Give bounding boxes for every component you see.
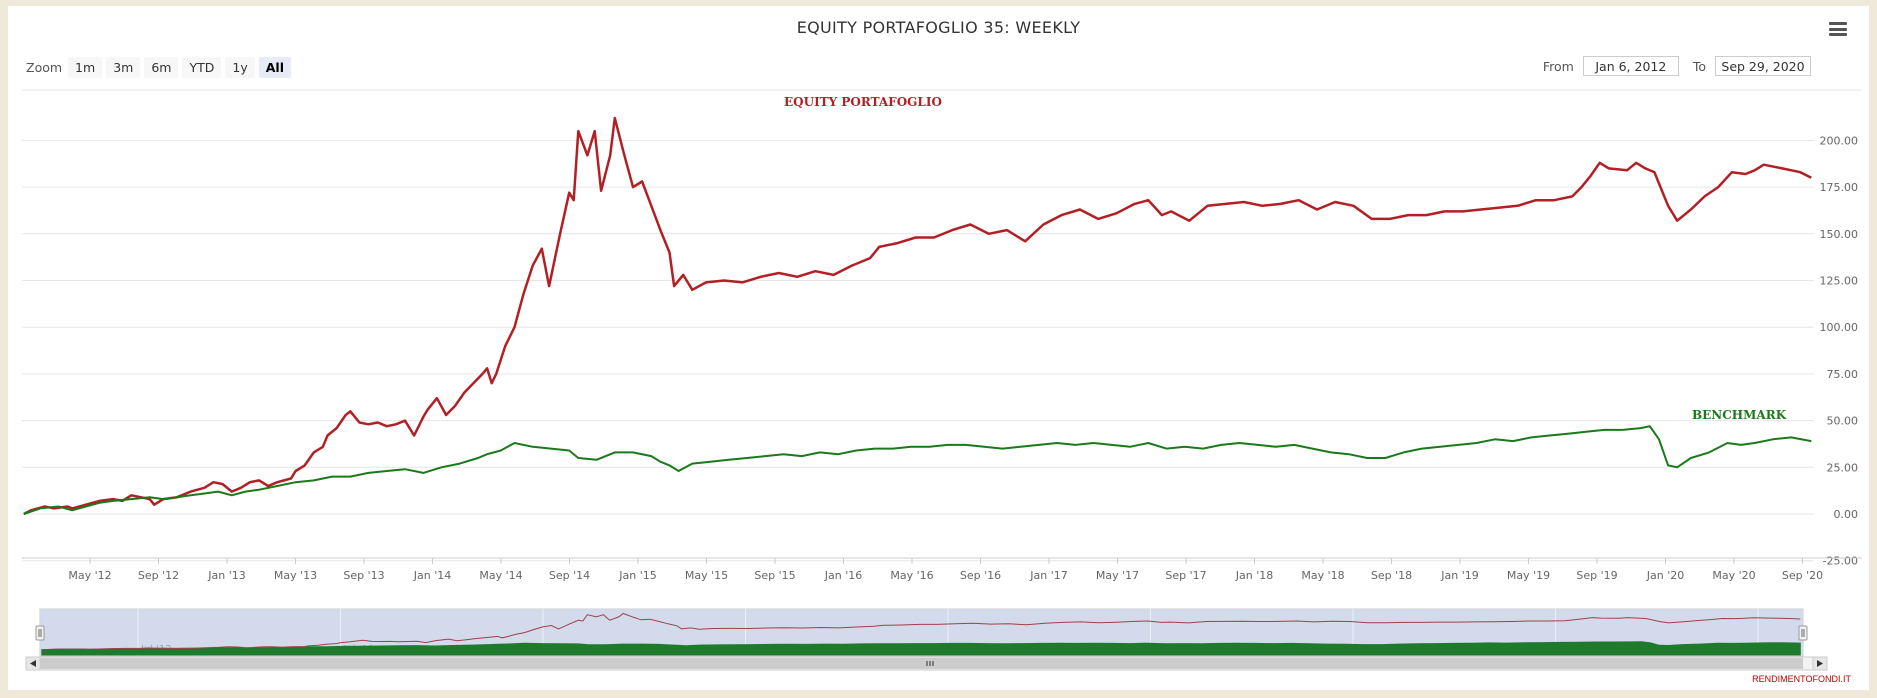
y-tick-label: 200.00 <box>1820 134 1859 147</box>
x-tick-label: May '15 <box>685 569 728 582</box>
from-date-input[interactable] <box>1582 56 1679 76</box>
y-tick-label: 0.00 <box>1834 508 1859 521</box>
series-label-benchmark: BENCHMARK <box>1692 408 1787 422</box>
y-tick-label: -25.00 <box>1823 555 1858 568</box>
x-tick-label: May '16 <box>890 569 933 582</box>
x-tick-label: Jan '16 <box>824 569 862 582</box>
x-tick-label: Sep '20 <box>1782 569 1823 582</box>
x-tick-label: Jan '13 <box>207 569 245 582</box>
series-label-equity: EQUITY PORTAFOGLIO <box>784 95 942 109</box>
navigator-right-handle[interactable] <box>1798 625 1808 641</box>
x-tick-label: May '18 <box>1301 569 1344 582</box>
scrollbar-thumb[interactable] <box>40 658 1803 669</box>
zoom-1m-button[interactable]: 1m <box>68 57 103 78</box>
y-tick-label: 50.00 <box>1827 415 1859 428</box>
x-tick-label: Sep '14 <box>549 569 590 582</box>
x-tick-label: Sep '18 <box>1371 569 1412 582</box>
x-tick-label: Jan '18 <box>1235 569 1273 582</box>
zoom-3m-button[interactable]: 3m <box>106 57 141 78</box>
navigator-left-handle[interactable] <box>35 625 45 641</box>
zoom-label: Zoom <box>26 60 63 75</box>
x-tick-label: Sep '17 <box>1165 569 1206 582</box>
y-tick-label: 25.00 <box>1827 461 1859 474</box>
x-tick-label: Jan '19 <box>1440 569 1478 582</box>
from-label: From <box>1542 58 1574 74</box>
chart-title: EQUITY PORTAFOGLIO 35: WEEKLY <box>796 18 1081 37</box>
navigator-equity-line <box>41 612 1801 651</box>
zoom-ytd-button[interactable]: YTD <box>182 57 222 78</box>
y-tick-label: 100.00 <box>1820 321 1859 334</box>
x-tick-label: May '12 <box>68 569 111 582</box>
chart-svg: -25.00 0.00 25.00 50.00 75.00 100.00 125.00 150… <box>22 89 1862 671</box>
x-tick-label: Sep '19 <box>1576 569 1617 582</box>
x-tick-label: Jan '17 <box>1029 569 1067 582</box>
x-tick-label: May '17 <box>1096 569 1139 582</box>
zoom-toolbar: Zoom 1m 3m 6m YTD 1y All <box>26 57 295 78</box>
y-tick-label: 125.00 <box>1820 275 1859 288</box>
to-label: To <box>1692 58 1706 74</box>
menu-icon[interactable] <box>1829 22 1847 36</box>
zoom-1y-button[interactable]: 1y <box>225 57 255 78</box>
x-tick-label: May '20 <box>1712 569 1755 582</box>
y-tick-label: 150.00 <box>1820 228 1859 241</box>
to-date-input[interactable] <box>1715 56 1811 76</box>
y-tick-label: 175.00 <box>1820 181 1859 194</box>
date-range: From To <box>1529 56 1811 76</box>
zoom-all-button[interactable]: All <box>258 57 291 78</box>
arrow-right-icon <box>1817 660 1823 667</box>
x-tick-label: Jan '15 <box>618 569 656 582</box>
credit-link[interactable]: RENDIMENTOFONDI.IT <box>1752 674 1851 684</box>
y-tick-label: 75.00 <box>1827 368 1859 381</box>
x-tick-label: Jan '14 <box>413 569 451 582</box>
x-tick-label: Sep '15 <box>754 569 795 582</box>
x-tick-label: Sep '13 <box>343 569 384 582</box>
x-tick-label: May '19 <box>1507 569 1550 582</box>
x-tick-label: May '14 <box>479 569 522 582</box>
series-line-equity <box>23 116 1812 516</box>
x-tick-label: Sep '16 <box>960 569 1001 582</box>
chart-container: -25.00 0.00 25.00 50.00 75.00 100.00 125.00 150… <box>8 6 1869 690</box>
series-line-benchmark <box>23 425 1812 515</box>
zoom-6m-button[interactable]: 6m <box>144 57 179 78</box>
x-tick-label: May '13 <box>274 569 317 582</box>
x-tick-label: Sep '12 <box>138 569 179 582</box>
x-tick-label: Jan '20 <box>1646 569 1684 582</box>
arrow-left-icon <box>30 660 36 667</box>
